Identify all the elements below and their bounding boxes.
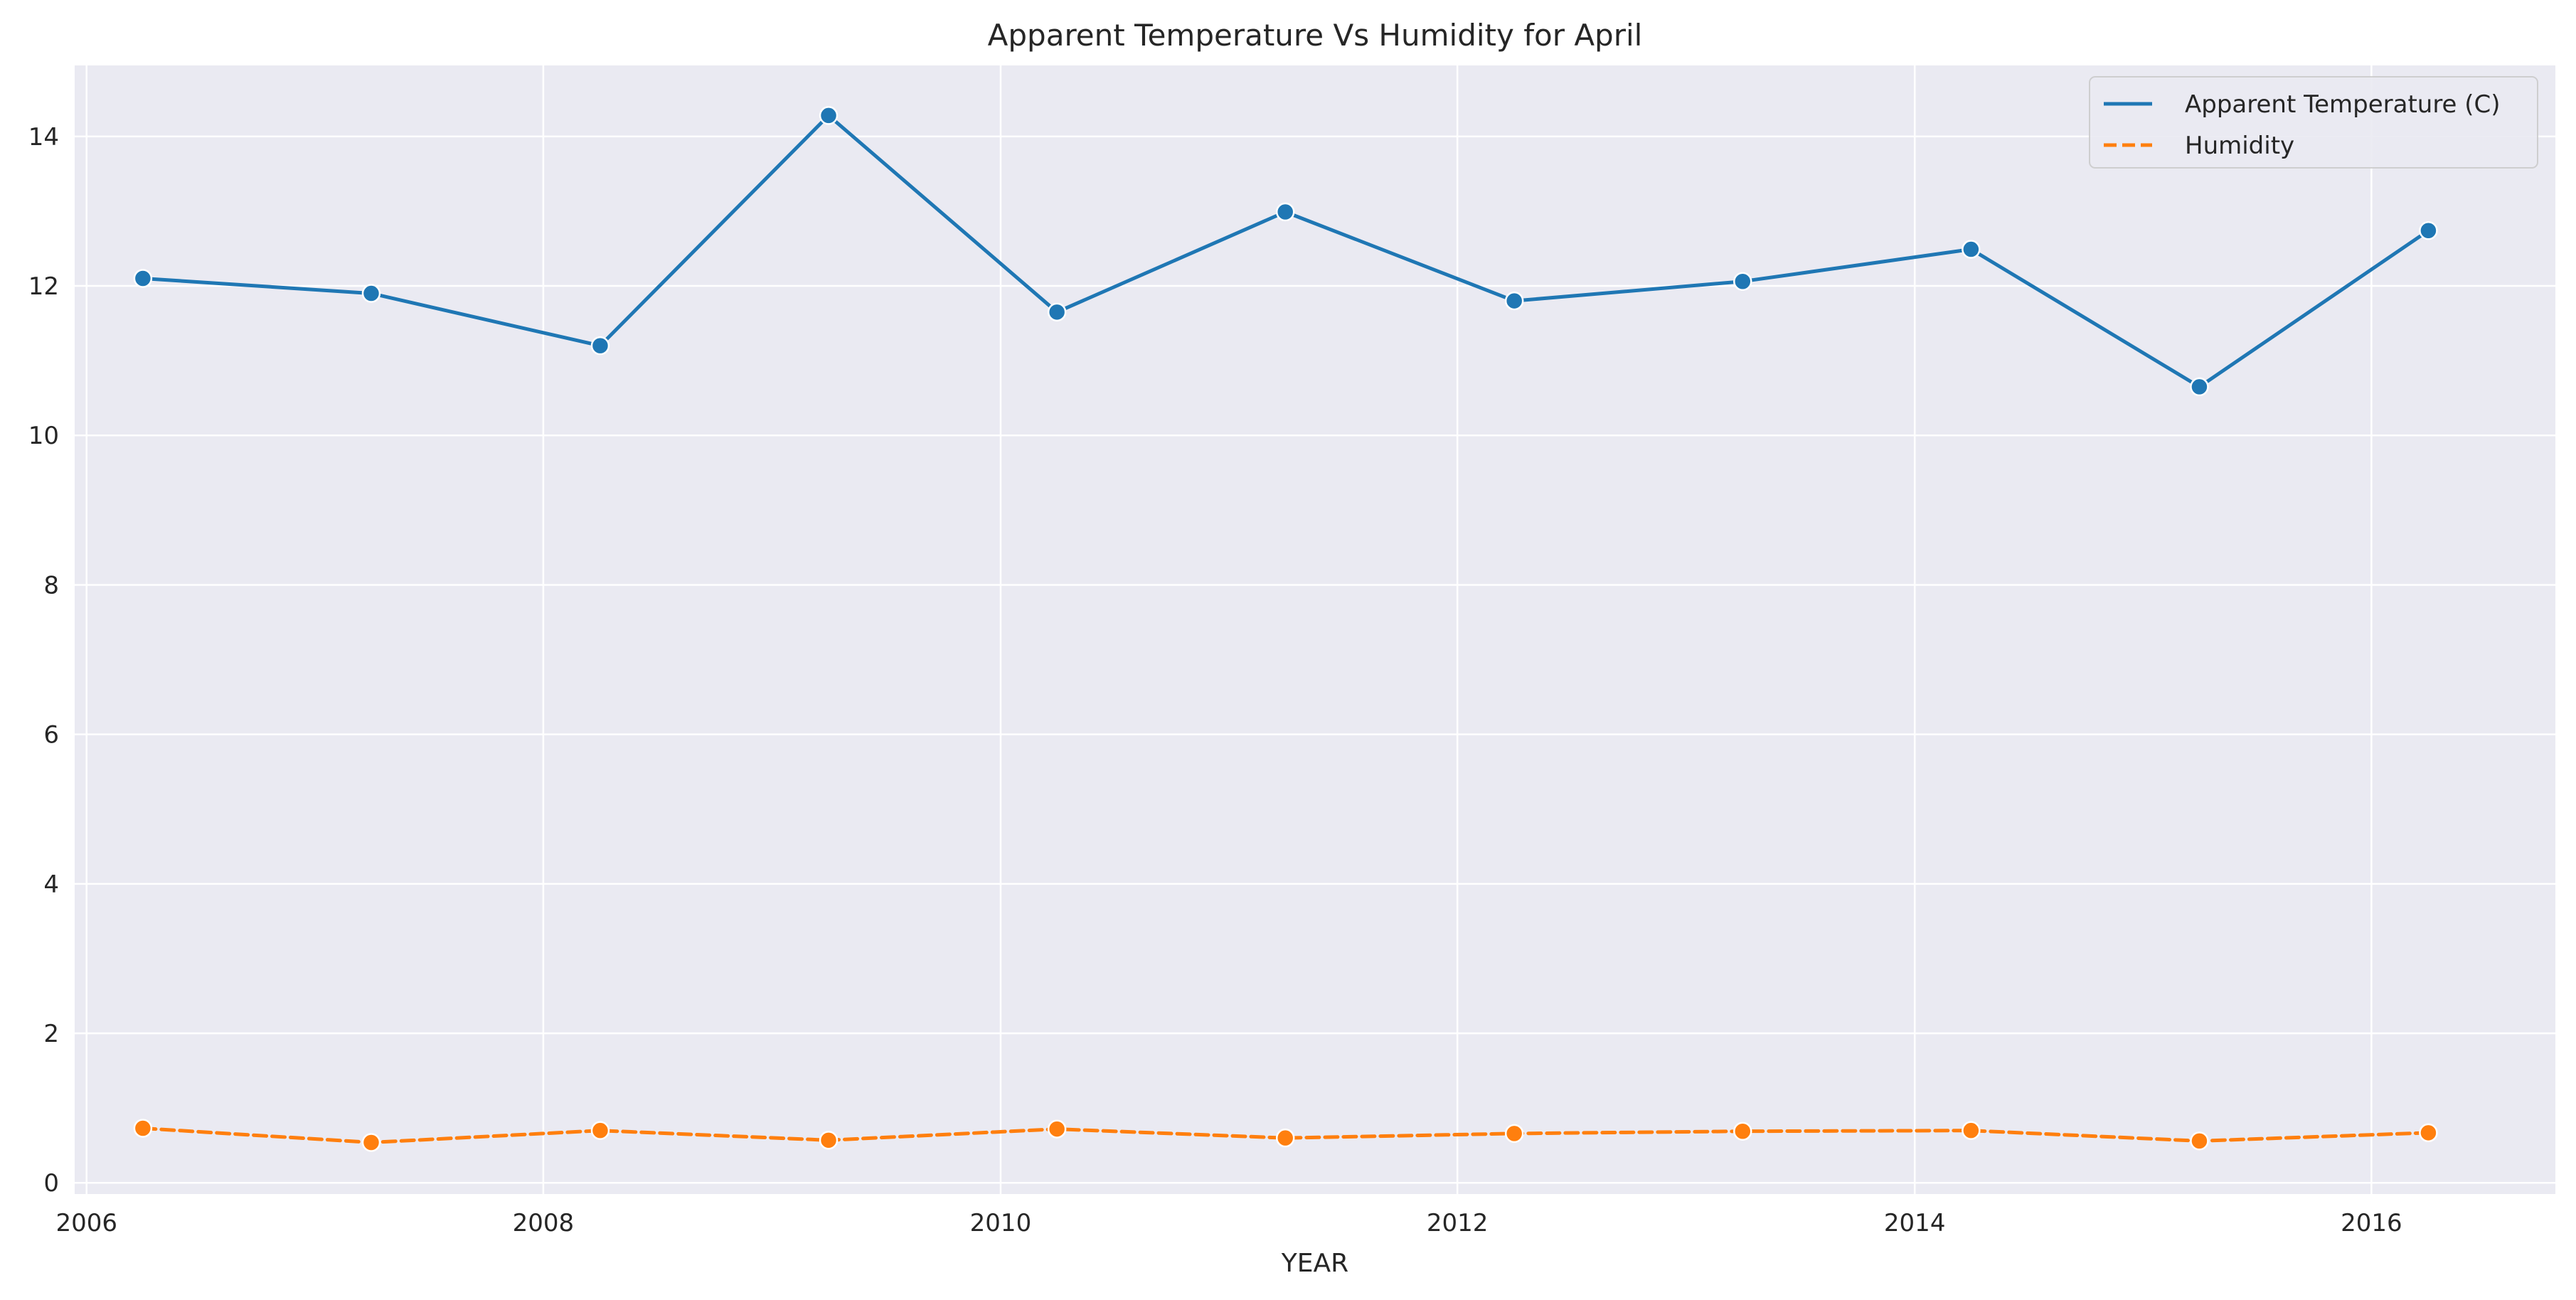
data-point [361,1133,381,1152]
x-tick-label: 2008 [513,1209,575,1237]
y-tick-label: 10 [28,422,59,450]
data-point [2419,221,2438,240]
tick-labels: 2006 2008 2010 2012 2014 2016 0 2 4 6 8 10 12 14 [28,123,2402,1237]
chart-title: Apparent Temperature Vs Humidity for Apr… [988,18,1643,53]
data-point [361,284,381,303]
data-point [1275,202,1295,222]
y-tick-label: 2 [43,1020,59,1048]
data-point [1504,291,1524,311]
y-tick-label: 14 [28,123,59,151]
data-point [819,106,839,125]
data-point [1733,272,1752,291]
y-tick-label: 0 [43,1169,59,1198]
data-point [1047,302,1067,322]
legend-label: Apparent Temperature (C) [2185,90,2501,119]
data-point [1733,1121,1752,1141]
data-point [133,1119,153,1138]
legend-box [2089,76,2538,169]
series-layer [133,106,2438,1152]
data-point [1962,240,1981,259]
x-tick-label: 2012 [1427,1209,1489,1237]
data-point [590,1121,610,1140]
data-point [133,269,153,288]
data-point [1275,1128,1295,1148]
plot-background [75,65,2555,1194]
x-tick-label: 2006 [55,1209,117,1237]
x-tick-label: 2014 [1884,1209,1946,1237]
y-tick-label: 6 [43,721,59,750]
data-point [2190,377,2209,397]
x-axis-title: YEAR [1281,1249,1348,1278]
y-tick-label: 4 [43,870,59,899]
data-point [1504,1124,1524,1144]
data-point [1962,1121,1981,1140]
series-line [141,1126,2430,1144]
y-tick-label: 12 [28,272,59,301]
data-point [2190,1131,2209,1151]
data-point [1047,1119,1067,1139]
y-tick-label: 8 [43,571,59,600]
data-point [819,1131,839,1150]
legend-label: Humidity [2185,132,2294,160]
data-point [2419,1123,2438,1143]
legend: Apparent Temperature (C) Humidity [2089,76,2538,169]
x-tick-label: 2010 [970,1209,1032,1237]
data-point [590,336,610,356]
x-tick-label: 2016 [2341,1209,2402,1237]
